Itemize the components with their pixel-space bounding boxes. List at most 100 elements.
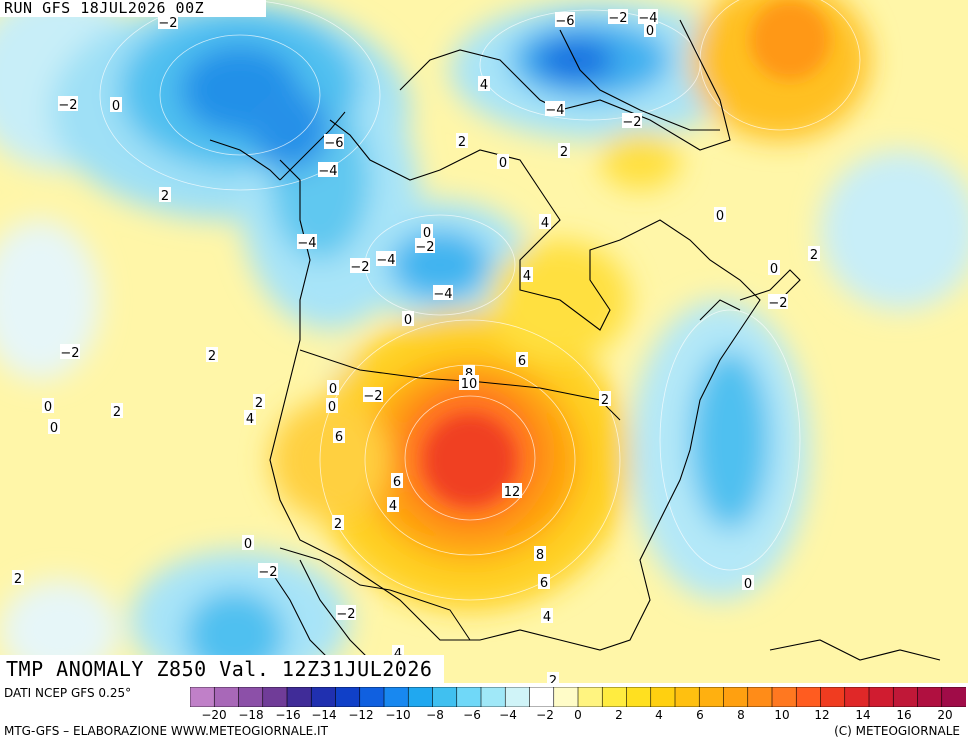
color-scale-tick-label: 20	[937, 708, 953, 722]
color-scale-swatch	[868, 687, 895, 707]
color-scale-swatch	[917, 687, 943, 707]
value-label-background	[599, 391, 611, 406]
contour-value-label: 4	[389, 499, 397, 514]
contour-value-label: 4	[480, 78, 488, 93]
color-scale-swatch	[771, 687, 798, 707]
value-label-background	[387, 497, 399, 512]
contour-value-label: 2	[161, 189, 169, 204]
value-label-background	[768, 294, 788, 309]
contour-value-label: −2	[158, 16, 177, 31]
contour-value-label: 2	[255, 396, 263, 411]
value-label-background	[206, 347, 218, 362]
color-scale-swatch	[359, 687, 385, 707]
value-label-background	[326, 398, 338, 413]
value-label-background	[433, 285, 453, 300]
color-scale-swatch	[432, 687, 458, 707]
contour-value-label: −4	[376, 253, 395, 268]
color-scale-swatch	[262, 687, 288, 707]
value-label-background	[258, 563, 278, 578]
color-scale-tick-label: 0	[574, 708, 582, 722]
contour-value-label: −2	[622, 115, 641, 130]
value-label-background	[622, 113, 642, 128]
value-label-background	[644, 22, 656, 37]
value-label-background	[415, 238, 435, 253]
color-scale-swatch	[844, 687, 870, 707]
value-label-background	[545, 101, 565, 116]
color-scale-swatch	[504, 687, 531, 707]
contour-value-label: 0	[404, 313, 412, 328]
value-label-background	[42, 398, 54, 413]
color-scale-swatch	[190, 687, 216, 707]
value-label-background	[478, 76, 490, 91]
contour-value-label: 0	[646, 24, 654, 39]
value-label-background	[327, 380, 339, 395]
color-scale-tick-label: 16	[896, 708, 912, 722]
color-scale-swatch	[480, 687, 507, 707]
color-scale-swatch	[213, 687, 240, 707]
value-label-background	[638, 9, 658, 24]
value-label-background	[547, 672, 559, 683]
value-label-background	[608, 9, 628, 24]
value-label-background	[742, 575, 754, 590]
value-label-background	[242, 535, 254, 550]
value-label-background	[534, 546, 546, 561]
value-label-background	[12, 570, 24, 585]
color-scale-tick-label: 10	[774, 708, 790, 722]
color-scale-tick-label: −8	[426, 708, 444, 722]
color-scale-swatch	[723, 687, 749, 707]
color-scale-swatch	[674, 687, 701, 707]
value-label-background	[111, 403, 123, 418]
value-label-background	[244, 410, 256, 425]
value-label-background	[48, 419, 60, 434]
contour-value-label: 4	[246, 412, 254, 427]
contour-value-label: 2	[549, 674, 557, 683]
contour-lines	[99, 0, 861, 601]
value-label-background	[333, 428, 345, 443]
color-scale-swatch	[820, 687, 846, 707]
value-label-background	[714, 207, 726, 222]
color-scale-tick-label: −4	[499, 708, 517, 722]
data-source-label: DATI NCEP GFS 0.25°	[4, 686, 132, 700]
value-label-background	[541, 608, 553, 623]
contour-value-label: 0	[423, 226, 431, 241]
run-label: RUN GFS 18JUL2026 00Z	[0, 0, 266, 17]
color-scale-swatch	[286, 687, 313, 707]
value-label-background	[110, 97, 122, 112]
color-scale-swatch	[577, 687, 604, 707]
contour-value-label: −6	[324, 136, 343, 151]
contour-value-label: 6	[335, 430, 343, 445]
color-scale-swatch	[698, 687, 725, 707]
color-scale-tick-label: 4	[655, 708, 663, 722]
color-scale-swatch	[892, 687, 919, 707]
color-scale-tick-label: 2	[615, 708, 623, 722]
color-scale-swatch	[650, 687, 676, 707]
contour-value-label: 2	[810, 248, 818, 263]
color-scale-tick-label: −14	[311, 708, 337, 722]
value-label-background	[332, 515, 344, 530]
contour-value-label: −2	[258, 565, 277, 580]
color-scale-swatch	[335, 687, 361, 707]
value-label-background	[402, 311, 414, 326]
color-scale-swatch	[456, 687, 482, 707]
contour-value-label: 2	[601, 393, 609, 408]
color-scale-swatch	[310, 687, 337, 707]
value-label-background	[538, 574, 550, 589]
credit-left: MTG-GFS – ELABORAZIONE WWW.METEOGIORNALE…	[4, 724, 328, 738]
contour-value-label: −4	[297, 236, 316, 251]
contour-value-label: 2	[113, 405, 121, 420]
value-label-background	[456, 133, 468, 148]
contour-value-label: 2	[14, 572, 22, 587]
color-scale-tick-label: 12	[814, 708, 830, 722]
color-scale-swatch	[747, 687, 773, 707]
color-scale-swatch	[795, 687, 822, 707]
contour-value-label: 2	[334, 517, 342, 532]
contour-value-label: 8	[465, 367, 473, 382]
color-scale-swatch	[407, 687, 434, 707]
coastlines	[209, 19, 941, 661]
contour-value-label: 6	[540, 576, 548, 591]
contour-value-label: −2	[58, 98, 77, 113]
contour-value-label: 0	[328, 400, 336, 415]
contour-value-label: 0	[329, 382, 337, 397]
